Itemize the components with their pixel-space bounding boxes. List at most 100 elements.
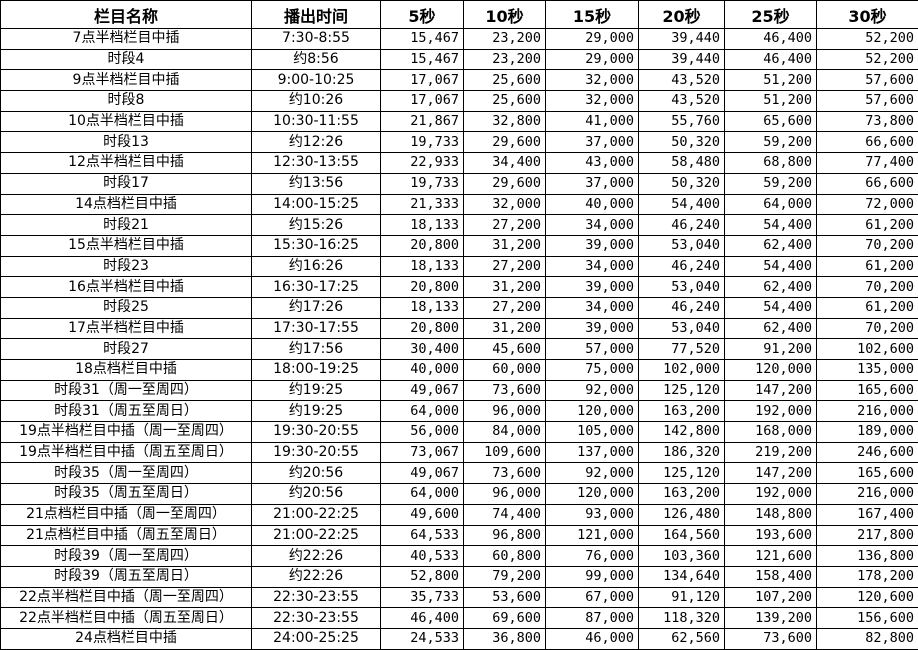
price-cell: 158,400 [724,565,817,588]
price-cell: 57,000 [545,338,639,360]
price-cell: 84,000 [463,421,546,443]
price-cell: 46,000 [545,627,639,650]
price-cell: 217,800 [816,524,918,547]
price-cell: 39,440 [638,28,725,50]
price-cell: 39,000 [545,317,639,340]
program-name: 22点半档栏目中插（周五至周日） [0,607,252,629]
table-row: 时段13 约12:26 19,733 29,600 37,000 50,320 59,200… [0,131,918,154]
price-cell: 134,640 [638,565,725,588]
price-cell: 31,200 [463,234,546,257]
price-cell: 46,400 [724,28,817,50]
price-cell: 49,067 [380,379,464,402]
price-cell: 125,120 [638,379,725,402]
table-row: 18点档栏目中插 18:00-19:25 40,000 60,000 75,000 102… [0,359,918,381]
price-cell: 29,000 [545,28,639,50]
table-row: 12点半档栏目中插 12:30-13:55 22,933 34,400 43,000 58… [0,152,918,174]
price-cell: 186,320 [638,441,725,464]
table-row: 7点半档栏目中插 7:30-8:55 15,467 23,200 29,000 39,44… [0,28,918,50]
price-cell: 53,040 [638,276,725,298]
price-cell: 34,400 [463,152,546,174]
price-cell: 18,133 [380,255,464,278]
price-cell: 77,400 [816,152,918,174]
air-time: 约12:26 [251,131,381,154]
price-cell: 39,440 [638,48,725,71]
price-cell: 192,000 [724,483,817,505]
price-cell: 137,000 [545,441,639,464]
air-time: 约20:56 [251,462,381,485]
price-cell: 39,000 [545,234,639,257]
header-cell: 15秒 [545,0,639,29]
price-cell: 20,800 [380,276,464,298]
air-time: 9:00-10:25 [251,69,381,92]
table-row: 19点半档栏目中插（周五至周日） 19:30-20:55 73,067 109,600… [0,441,918,464]
price-cell: 75,000 [545,359,639,381]
table-row: 17点半档栏目中插 17:30-17:55 20,800 31,200 39,000 53… [0,317,918,340]
price-cell: 52,200 [816,48,918,71]
program-name: 时段23 [0,255,252,278]
price-cell: 87,000 [545,607,639,629]
table-row: 时段21 约15:26 18,133 27,200 34,000 46,240 54,400… [0,214,918,236]
price-cell: 51,200 [724,90,817,112]
price-cell: 96,000 [463,483,546,505]
price-cell: 92,000 [545,379,639,402]
price-cell: 30,400 [380,338,464,360]
program-name: 15点半档栏目中插 [0,234,252,257]
program-name: 时段25 [0,296,252,319]
air-time: 约17:26 [251,296,381,319]
air-time: 22:30-23:55 [251,586,381,609]
price-cell: 102,000 [638,359,725,381]
price-cell: 27,200 [463,255,546,278]
table-row: 16点半档栏目中插 16:30-17:25 20,800 31,200 39,000 53… [0,276,918,298]
price-cell: 35,733 [380,586,464,609]
program-name: 17点半档栏目中插 [0,317,252,340]
price-cell: 54,400 [724,255,817,278]
price-cell: 57,600 [816,69,918,92]
price-cell: 43,520 [638,90,725,112]
price-cell: 73,600 [724,627,817,650]
price-cell: 120,000 [545,400,639,423]
price-cell: 25,600 [463,90,546,112]
table-row: 9点半档栏目中插 9:00-10:25 17,067 25,600 32,000 43,5… [0,69,918,92]
table-row: 21点档栏目中插（周一至周四） 21:00-22:25 49,600 74,400 93… [0,503,918,526]
price-cell: 60,000 [463,359,546,381]
price-cell: 216,000 [816,400,918,423]
table-row: 24点档栏目中插 24:00-25:25 24,533 36,800 46,000 62,… [0,627,918,650]
price-cell: 18,133 [380,296,464,319]
table-row: 22点半档栏目中插（周一至周四） 22:30-23:55 35,733 53,600 6… [0,586,918,609]
price-cell: 135,000 [816,359,918,381]
air-time: 约13:56 [251,172,381,195]
price-cell: 120,000 [724,359,817,381]
price-cell: 37,000 [545,131,639,154]
price-cell: 68,800 [724,152,817,174]
price-cell: 69,600 [463,607,546,629]
price-cell: 73,800 [816,110,918,133]
program-name: 19点半档栏目中插（周一至周四） [0,421,252,443]
price-cell: 52,200 [816,28,918,50]
program-name: 时段31（周一至周四） [0,379,252,402]
price-cell: 49,600 [380,503,464,526]
price-cell: 216,000 [816,483,918,505]
header-cell: 25秒 [724,0,817,29]
price-cell: 142,800 [638,421,725,443]
program-name: 时段39（周五至周日） [0,565,252,588]
price-cell: 168,000 [724,421,817,443]
header-cell: 5秒 [380,0,464,29]
price-cell: 61,200 [816,296,918,319]
price-cell: 49,067 [380,462,464,485]
air-time: 约22:26 [251,565,381,588]
table-row: 时段31（周一至周四） 约19:25 49,067 73,600 92,000 125,1… [0,379,918,402]
price-cell: 76,000 [545,545,639,567]
price-cell: 163,200 [638,483,725,505]
price-cell: 17,067 [380,69,464,92]
table-row: 14点档栏目中插 14:00-15:25 21,333 32,000 40,000 54,… [0,193,918,216]
table-row: 时段39（周一至周四） 约22:26 40,533 60,800 76,000 103,3… [0,545,918,567]
price-cell: 23,200 [463,48,546,71]
price-cell: 73,067 [380,441,464,464]
program-name: 18点档栏目中插 [0,359,252,381]
air-time: 14:00-15:25 [251,193,381,216]
table-row: 时段39（周五至周日） 约22:26 52,800 79,200 99,000 134,6… [0,565,918,588]
price-cell: 67,000 [545,586,639,609]
price-cell: 21,867 [380,110,464,133]
air-time: 10:30-11:55 [251,110,381,133]
